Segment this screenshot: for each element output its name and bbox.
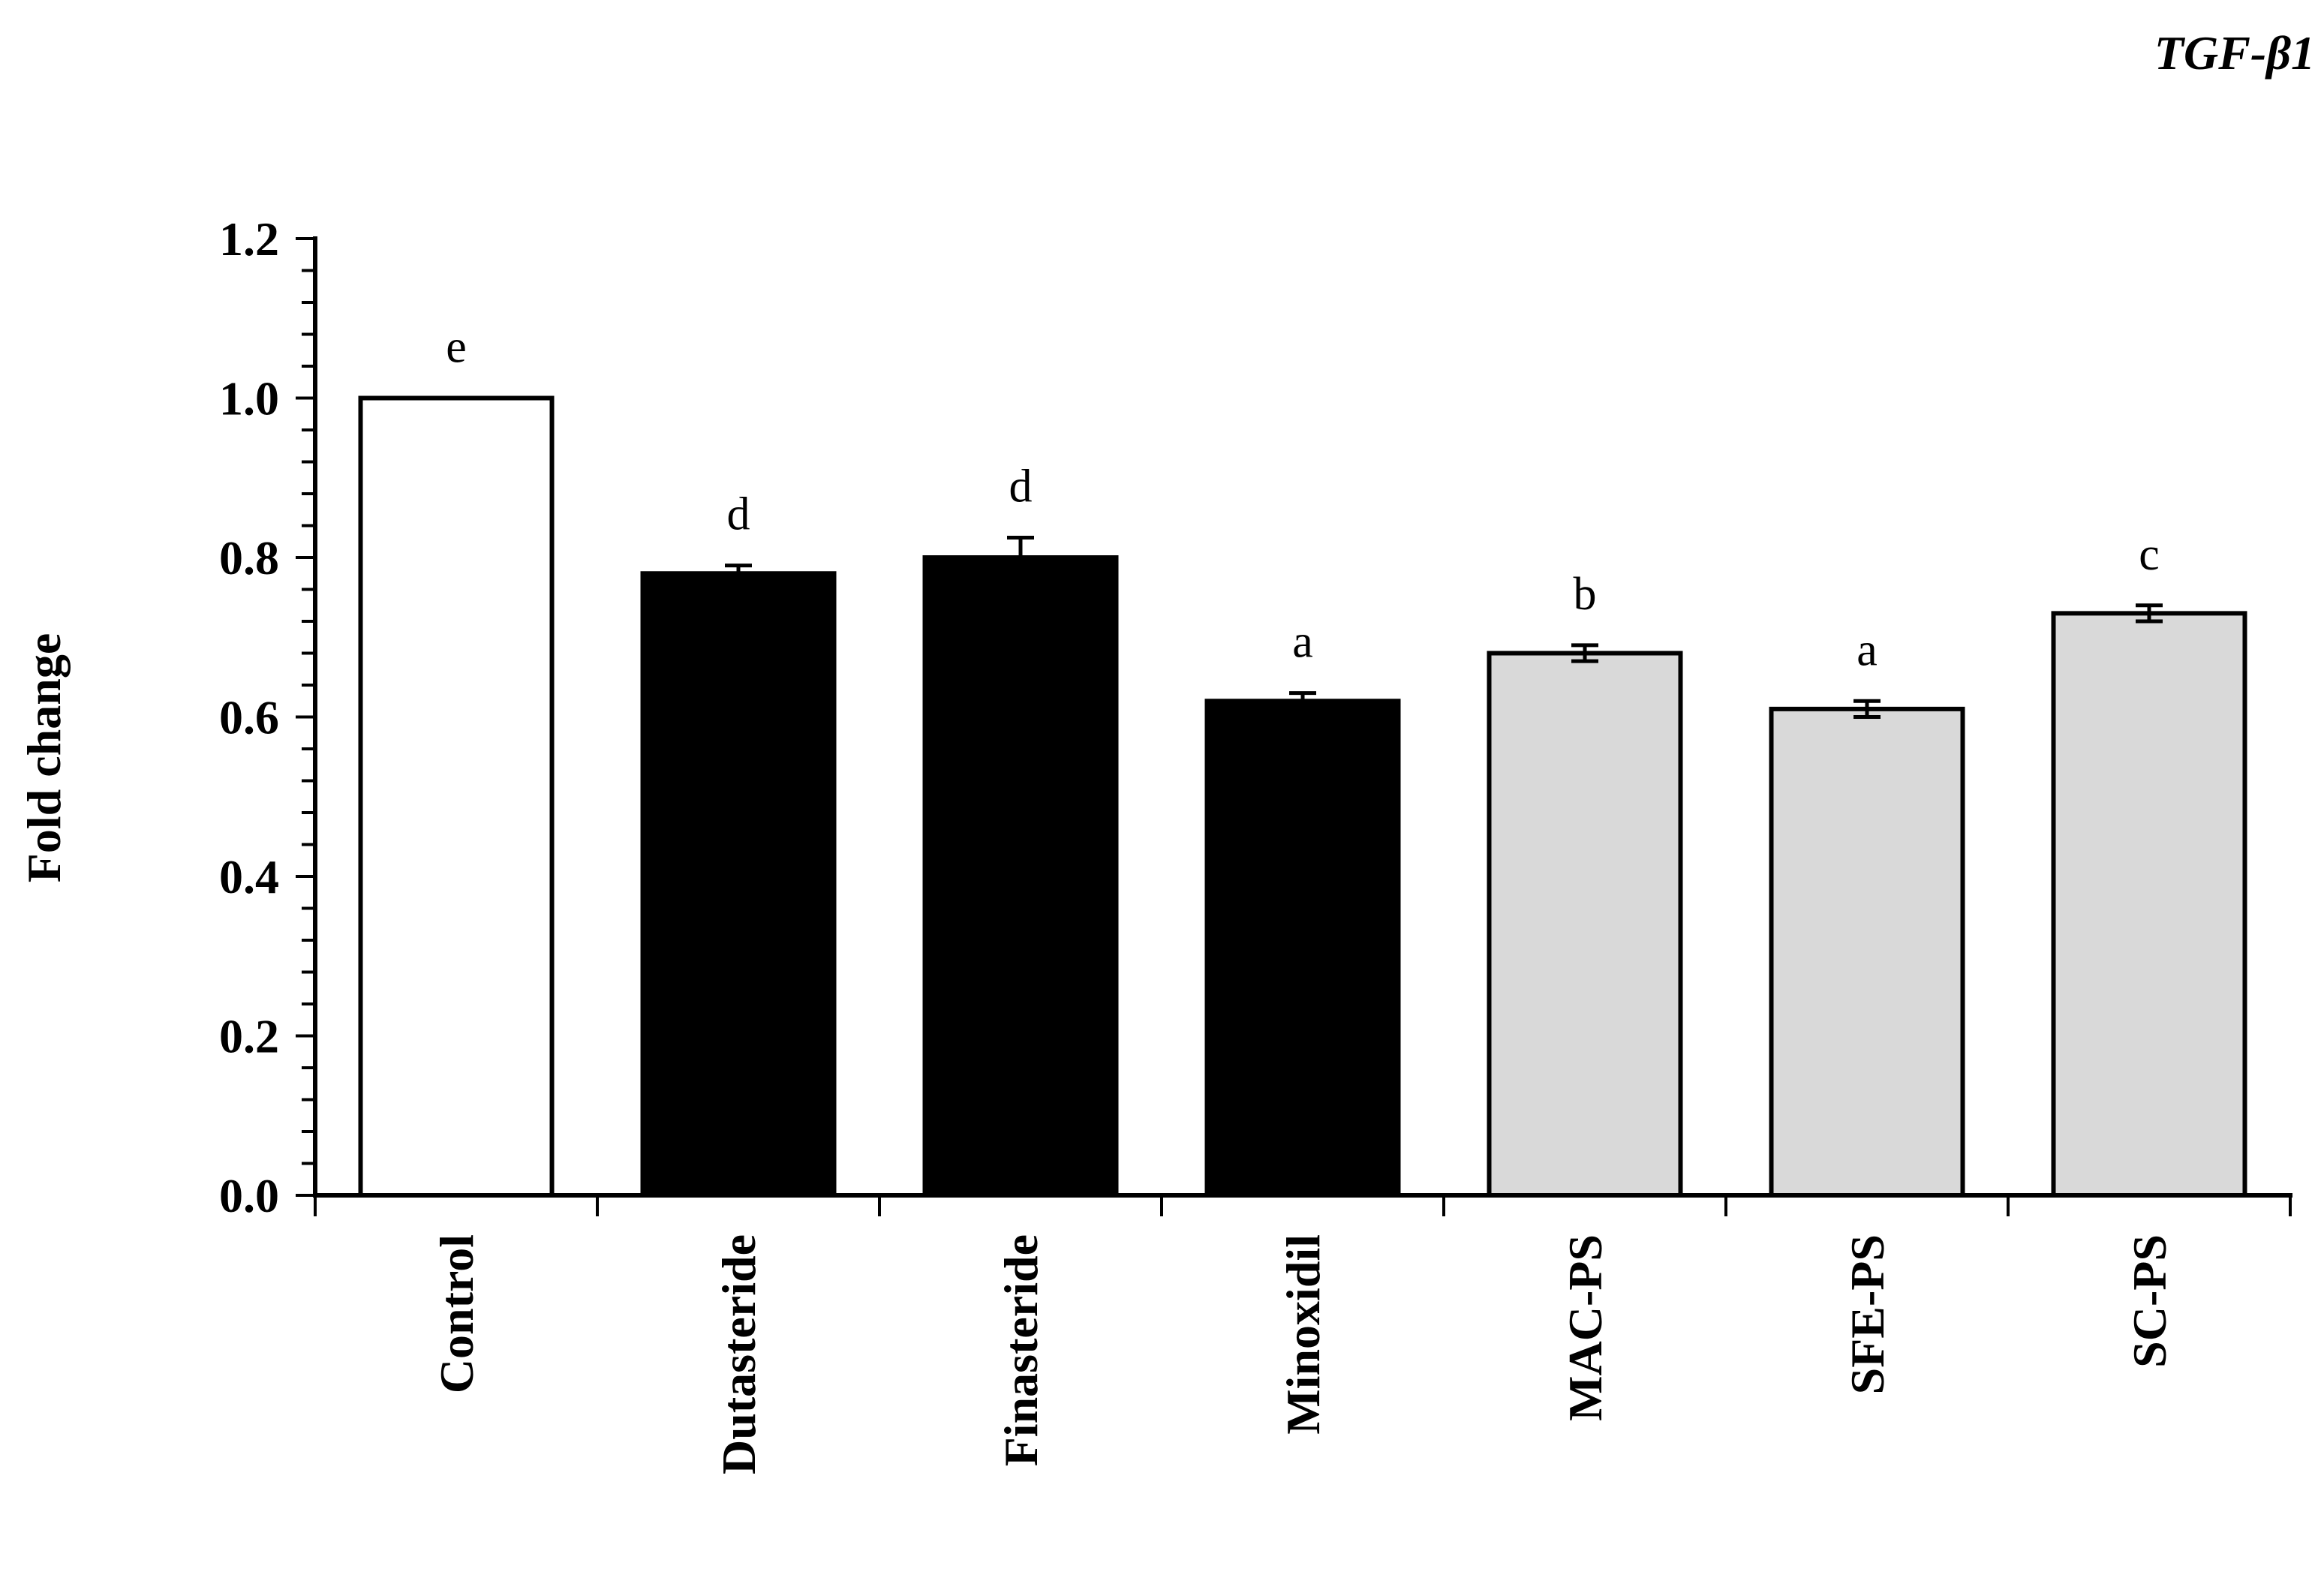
bar-sc-ps [2051, 611, 2247, 1198]
significance-label: d [727, 489, 750, 540]
significance-label: a [1856, 624, 1878, 675]
chart-title: TGF-β1 [2154, 26, 2315, 80]
bar-minoxidil [1204, 699, 1401, 1198]
y-tick-label: 0.2 [219, 1010, 279, 1063]
bar-sfe-ps [1769, 706, 1965, 1198]
bar-mac-ps [1487, 651, 1683, 1198]
bar-control [358, 395, 555, 1198]
significance-label: a [1292, 617, 1313, 668]
y-tick-label: 0.0 [219, 1169, 279, 1222]
x-tick-label: Control [430, 1234, 483, 1393]
y-tick-label: 1.0 [219, 372, 279, 425]
x-tick-label: SC-PS [2123, 1234, 2176, 1368]
y-tick-label: 1.2 [219, 212, 279, 266]
significance-label: d [1009, 461, 1033, 512]
significance-label: b [1574, 569, 1597, 620]
x-tick-label: MAC-PS [1559, 1234, 1612, 1421]
significance-label: c [2139, 529, 2160, 580]
y-axis-title: Fold change [17, 633, 71, 882]
x-tick-label: Minoxidil [1276, 1234, 1330, 1435]
plot-area: e Control d Dutasteride d Finasteride a Minoxid… [219, 212, 2292, 1474]
bar-dutasteride [640, 571, 837, 1198]
significance-label: e [446, 322, 467, 373]
x-tick-label: SFE-PS [1841, 1234, 1894, 1394]
x-tick-label: Finasteride [994, 1234, 1048, 1466]
y-tick-label: 0.4 [219, 850, 279, 903]
y-tick-label: 0.8 [219, 531, 279, 585]
x-tick-label: Dutasteride [712, 1234, 765, 1474]
y-tick-label: 0.6 [219, 691, 279, 744]
bar-finasteride [922, 555, 1119, 1198]
